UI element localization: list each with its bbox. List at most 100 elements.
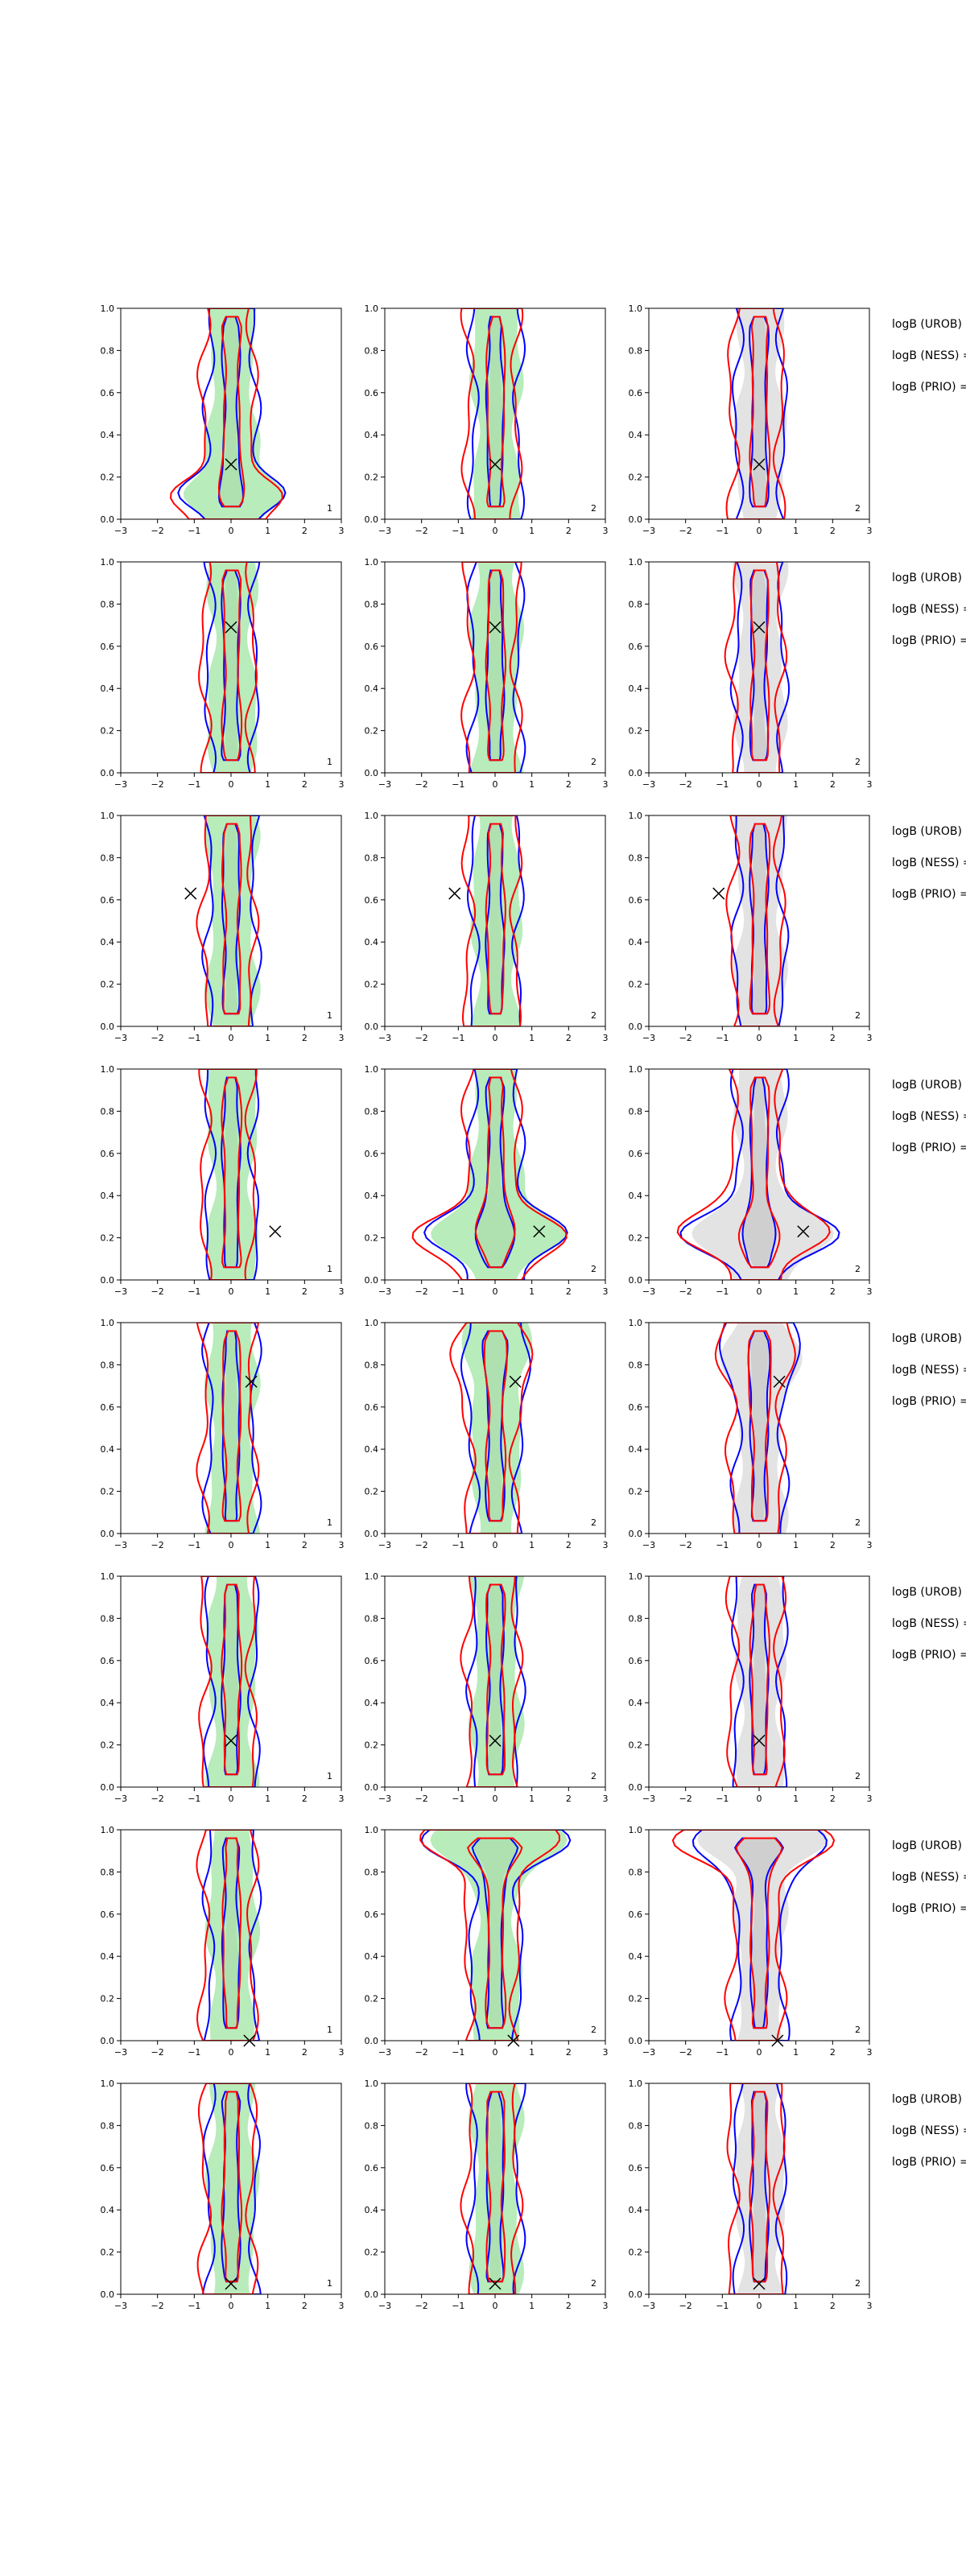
contour-red-outer [460, 562, 523, 773]
logb-label: logB (PRIO) = [892, 888, 966, 901]
panel-r5-c2: −3 −2 −1 0 1 2 3 0.0 0.2 0.4 0.6 0.8 1.0 2 [365, 1318, 609, 1550]
y-tick-label: 0.8 [629, 1106, 643, 1117]
y-tick-label: 0.8 [365, 1613, 379, 1624]
x-tick-label: 1 [265, 2047, 270, 2058]
panel-number-label: 1 [327, 1264, 332, 1274]
prior-density-inner-fill [751, 570, 768, 761]
x-tick-label: 3 [339, 1540, 345, 1550]
logb-label: logB (UROB) = [892, 572, 966, 584]
panel-r8-c3: −3 −2 −1 0 1 2 3 0.0 0.2 0.4 0.6 0.8 1.0 2 [629, 2079, 873, 2311]
x-tick-label: −3 [378, 1540, 391, 1550]
y-tick-label: 0.6 [365, 1656, 379, 1666]
y-tick-label: 1.0 [629, 1825, 643, 1835]
contour-layer [460, 2083, 526, 2294]
true-parameter-marker [489, 2277, 502, 2290]
y-tick-label: 0.0 [629, 1275, 643, 1286]
y-tick-label: 0.4 [101, 1951, 115, 1962]
panel-r4-c3: −3 −2 −1 0 1 2 3 0.0 0.2 0.4 0.6 0.8 1.0 2 [629, 1064, 873, 1297]
prior-density-inner-fill [223, 824, 240, 1014]
x-tick-label: −1 [452, 526, 464, 536]
panel-number-label: 2 [855, 757, 861, 767]
x-tick-label: −3 [114, 779, 127, 790]
y-tick-label: 0.8 [629, 1613, 643, 1624]
y-tick-label: 0.2 [101, 1740, 115, 1751]
x-tick-label: 0 [229, 1286, 234, 1297]
x-tick-label: 0 [229, 1794, 234, 1804]
y-tick-label: 0.4 [629, 937, 643, 947]
panel-number-label: 2 [591, 757, 597, 767]
contour-red-inner [483, 1330, 508, 1522]
logb-label: logB (PRIO) = [892, 1649, 966, 1662]
y-tick-label: 0.2 [365, 1994, 379, 2004]
logb-label: logB (NESS) = [892, 1871, 966, 1884]
panel-r2-c2: −3 −2 −1 0 1 2 3 0.0 0.2 0.4 0.6 0.8 1.0 2 [365, 557, 609, 790]
x-tick-label: 0 [229, 779, 234, 790]
x-tick-label: 0 [493, 2047, 498, 2058]
prior-density-inner-fill [222, 1077, 241, 1268]
y-tick-label: 0.0 [629, 1022, 643, 1032]
panel-r4-c1: −3 −2 −1 0 1 2 3 0.0 0.2 0.4 0.6 0.8 1.0 1 [101, 1064, 345, 1297]
panel-number-label: 2 [855, 2025, 861, 2035]
x-tick-label: 2 [566, 1286, 572, 1297]
contour-red-inner [221, 1583, 243, 1776]
logb-label: logB (UROB) = [892, 1586, 966, 1599]
y-tick-label: 0.2 [365, 1487, 379, 1497]
logb-label: logB (NESS) = [892, 2124, 966, 2137]
contour-layer [198, 1069, 260, 1280]
y-tick-label: 0.0 [365, 768, 379, 778]
y-tick-label: 0.6 [101, 895, 115, 906]
x-tick-label: −3 [114, 526, 127, 536]
y-tick-label: 0.8 [629, 2120, 643, 2131]
x-tick-label: 0 [493, 1033, 498, 1043]
y-tick-label: 0.6 [629, 895, 643, 906]
y-tick-label: 0.8 [365, 1867, 379, 1877]
y-tick-label: 0.4 [629, 683, 643, 694]
x-tick-label: −2 [415, 526, 428, 536]
x-tick-label: 0 [493, 1286, 498, 1297]
y-tick-label: 0.4 [629, 1444, 643, 1455]
x-tick-label: 3 [867, 1540, 873, 1550]
logb-label: logB (PRIO) = [892, 1395, 966, 1408]
x-tick-label: 2 [302, 2301, 308, 2311]
x-tick-label: −2 [151, 1033, 164, 1043]
x-tick-label: 1 [793, 1033, 799, 1043]
x-tick-label: −2 [679, 2047, 692, 2058]
contour-red-outer [460, 2083, 524, 2294]
contour-layer [449, 1323, 534, 1534]
x-tick-label: 0 [493, 2301, 498, 2311]
logb-label: logB (UROB) = [892, 825, 966, 838]
x-tick-label: −3 [642, 2047, 655, 2058]
contour-red-inner [217, 316, 246, 508]
x-tick-label: −2 [415, 1540, 428, 1550]
x-tick-label: 3 [867, 2047, 873, 2058]
logb-label: logB (NESS) = [892, 1617, 966, 1630]
y-tick-label: 0.6 [101, 1656, 115, 1666]
x-tick-label: 3 [339, 1286, 345, 1297]
y-tick-label: 0.0 [365, 514, 379, 525]
x-tick-label: −3 [642, 779, 655, 790]
x-tick-label: −3 [642, 1540, 655, 1550]
y-tick-label: 0.0 [101, 1022, 115, 1032]
y-tick-label: 0.0 [101, 768, 115, 778]
x-tick-label: −2 [679, 2301, 692, 2311]
y-tick-label: 0.2 [365, 2248, 379, 2258]
true-parameter-marker [489, 1734, 502, 1747]
x-tick-label: 0 [757, 1286, 762, 1297]
y-tick-label: 1.0 [365, 1318, 379, 1328]
x-tick-label: 1 [265, 1286, 270, 1297]
contour-red-outer [198, 562, 258, 773]
x-tick-label: 1 [529, 1286, 535, 1297]
logb-label: logB (NESS) = [892, 1364, 966, 1377]
x-tick-label: 1 [529, 779, 535, 790]
contour-red-outer [196, 815, 260, 1026]
panel-number-label: 2 [855, 503, 861, 514]
y-tick-label: 0.6 [365, 2163, 379, 2174]
contour-red-outer [676, 1069, 831, 1280]
y-tick-label: 0.0 [365, 2036, 379, 2046]
contour-blue-outer [691, 1830, 828, 2041]
x-tick-label: 1 [265, 526, 270, 536]
y-tick-label: 0.6 [101, 2163, 115, 2174]
y-tick-label: 0.0 [365, 2289, 379, 2300]
y-tick-label: 0.6 [101, 1402, 115, 1413]
y-tick-label: 1.0 [101, 1825, 115, 1835]
